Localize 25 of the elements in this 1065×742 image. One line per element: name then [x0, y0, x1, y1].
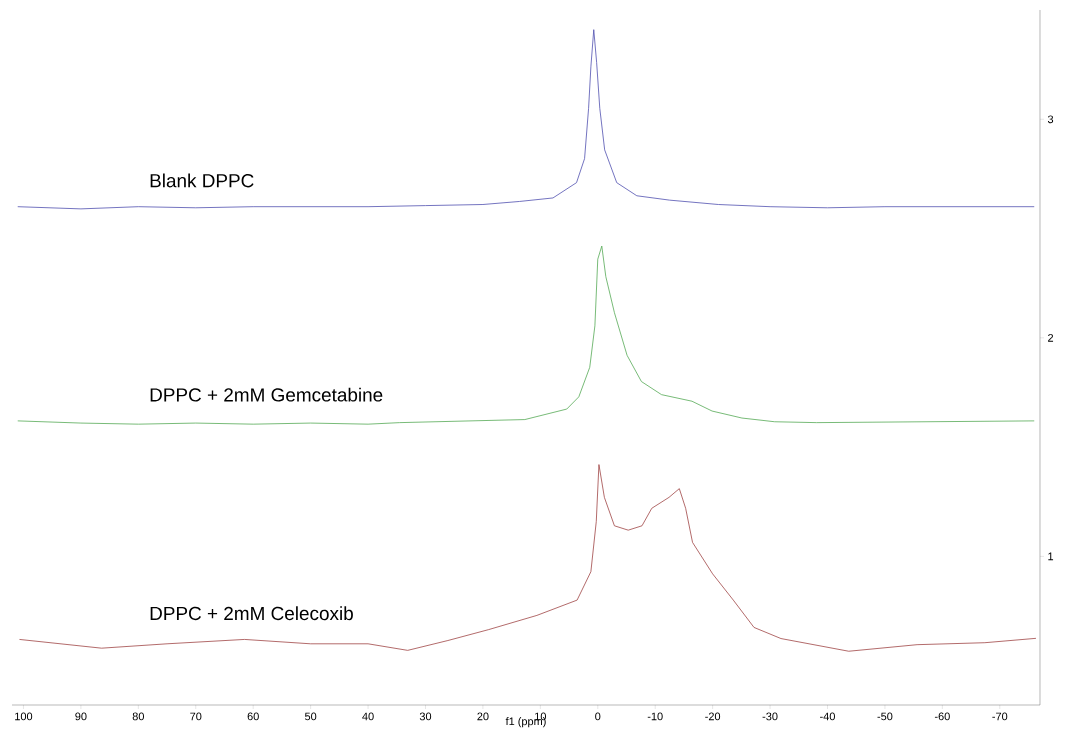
x-tick-label: -60 [934, 712, 950, 721]
x-tick-label: 40 [362, 712, 374, 721]
x-tick-label: 60 [247, 712, 259, 721]
series-label: DPPC + 2mM Celecoxib [150, 606, 353, 621]
y-tick-label: 1 [1048, 552, 1054, 561]
y-tick-label: 2 [1048, 334, 1054, 342]
x-tick-label: 100 [15, 712, 33, 721]
x-tick-label: -10 [647, 712, 663, 721]
y-tick-label: 3 [1047, 115, 1054, 124]
x-tick-label: 70 [190, 712, 202, 721]
x-tick-label: 0 [595, 712, 601, 721]
x-tick-label: 20 [477, 712, 489, 721]
x-tick-label: -40 [820, 712, 835, 721]
x-tick-label: -70 [992, 712, 1008, 721]
x-tick-label: 50 [304, 712, 317, 721]
x-tick-label: 80 [132, 712, 144, 721]
series-label: Blank DPPC [150, 173, 254, 188]
x-tick-label: -50 [877, 712, 893, 721]
line-series [17, 245, 1035, 425]
line-series [19, 464, 1037, 652]
series-label: DPPC + 2mM Gemcetabine [150, 387, 383, 402]
x-tick-label: -30 [762, 712, 778, 721]
x-tick-label: -20 [705, 712, 721, 721]
x-tick-label: 90 [75, 712, 87, 721]
x-tick-label: 30 [419, 712, 432, 721]
